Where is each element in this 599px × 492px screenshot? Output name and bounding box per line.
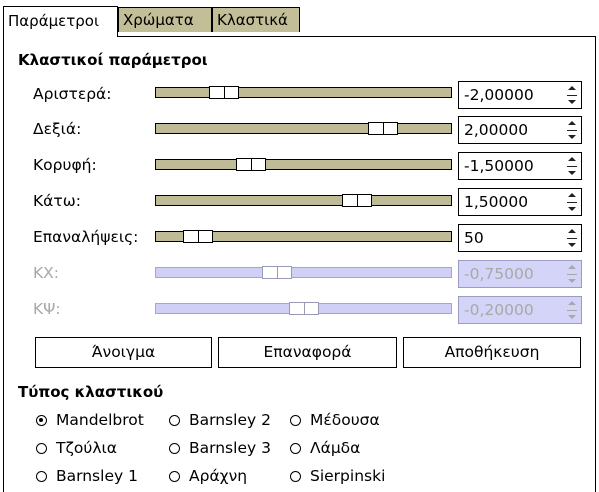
radio-unchecked-icon [290,443,301,454]
param-iterations-label: Επαναλήψεις: [33,228,139,246]
param-right-value: 2,00000 [464,121,529,139]
param-iterations-slider[interactable] [155,230,452,243]
tab-fractals[interactable]: Κλαστικά [212,7,300,32]
param-top-slider[interactable] [155,158,452,171]
param-bottom-spinbox[interactable]: 1,50000 [458,188,582,216]
radio-medusa-label: Μέδουσα [310,411,380,429]
spin-arrows-icon[interactable] [566,156,578,176]
param-cy-label: ΚΨ: [33,300,61,318]
param-cx-slider-handle [262,266,292,279]
spin-arrows-icon[interactable] [566,192,578,212]
param-cy-slider [155,302,452,315]
parameters-panel [3,36,596,492]
tab-parameters-label: Παράμετροι [8,12,100,30]
param-cy-spinbox: -0,20000 [458,296,582,324]
tab-colors[interactable]: Χρώματα [118,7,212,32]
radio-unchecked-icon [169,415,180,426]
param-cx-spinbox: -0,75000 [458,260,582,288]
spin-arrows-icon [566,300,578,320]
radio-barnsley1-label: Barnsley 1 [56,467,138,485]
param-bottom-value: 1,50000 [464,193,529,211]
param-top-slider-handle[interactable] [236,158,266,171]
radio-lambda-label: Λάμδα [310,439,361,457]
radio-unchecked-icon [290,471,301,482]
param-right-slider[interactable] [155,122,452,135]
radio-checked-icon [36,415,47,426]
param-top-label: Κορυφή: [33,156,97,174]
param-cx-label: ΚΧ: [33,264,60,282]
tab-parameters[interactable]: Παράμετροι [3,6,118,37]
save-button[interactable]: Αποθήκευση [403,337,581,368]
radio-barnsley2-label: Barnsley 2 [189,411,271,429]
param-right-spinbox[interactable]: 2,00000 [458,116,582,144]
param-iterations-value: 50 [464,229,484,247]
param-bottom-label: Κάτω: [33,192,81,210]
radio-unchecked-icon [169,471,180,482]
spin-arrows-icon[interactable] [566,228,578,248]
radio-unchecked-icon [169,443,180,454]
radio-mandelbrot-label: Mandelbrot [56,411,144,429]
fractal-type-title: Τύπος κλαστικού [18,383,164,401]
param-top-value: -1,50000 [464,157,534,175]
spin-arrows-icon[interactable] [566,120,578,140]
param-cy-slider-handle [289,302,319,315]
param-bottom-slider-handle[interactable] [342,194,372,207]
radio-sierpinski-label: Sierpinski [310,467,386,485]
radio-julia-label: Τζούλια [56,439,117,457]
param-right-slider-handle[interactable] [368,122,398,135]
radio-barnsley3-label: Barnsley 3 [189,439,271,457]
param-iterations-slider-handle[interactable] [183,230,213,243]
param-cx-value: -0,75000 [464,265,534,283]
param-cx-slider [155,266,452,279]
param-left-slider-handle[interactable] [209,86,239,99]
tab-colors-label: Χρώματα [123,11,194,29]
param-left-slider[interactable] [155,86,452,99]
radio-unchecked-icon [36,471,47,482]
tab-fractals-label: Κλαστικά [217,11,288,29]
params-section-title: Κλαστικοί παράμετροι [18,51,208,69]
param-left-value: -2,00000 [464,86,534,104]
param-top-spinbox[interactable]: -1,50000 [458,152,582,180]
param-cy-value: -0,20000 [464,301,534,319]
param-right-label: Δεξιά: [33,120,82,138]
param-left-spinbox[interactable]: -2,00000 [458,81,582,109]
radio-unchecked-icon [36,443,47,454]
param-iterations-spinbox[interactable]: 50 [458,224,582,252]
spin-arrows-icon [566,264,578,284]
radio-spider-label: Αράχνη [189,467,248,485]
open-button[interactable]: Άνοιγμα [35,337,212,368]
reset-button[interactable]: Επαναφορά [218,337,397,368]
radio-unchecked-icon [290,415,301,426]
param-left-label: Αριστερά: [33,85,112,103]
spin-arrows-icon[interactable] [566,85,578,105]
param-bottom-slider[interactable] [155,194,452,207]
